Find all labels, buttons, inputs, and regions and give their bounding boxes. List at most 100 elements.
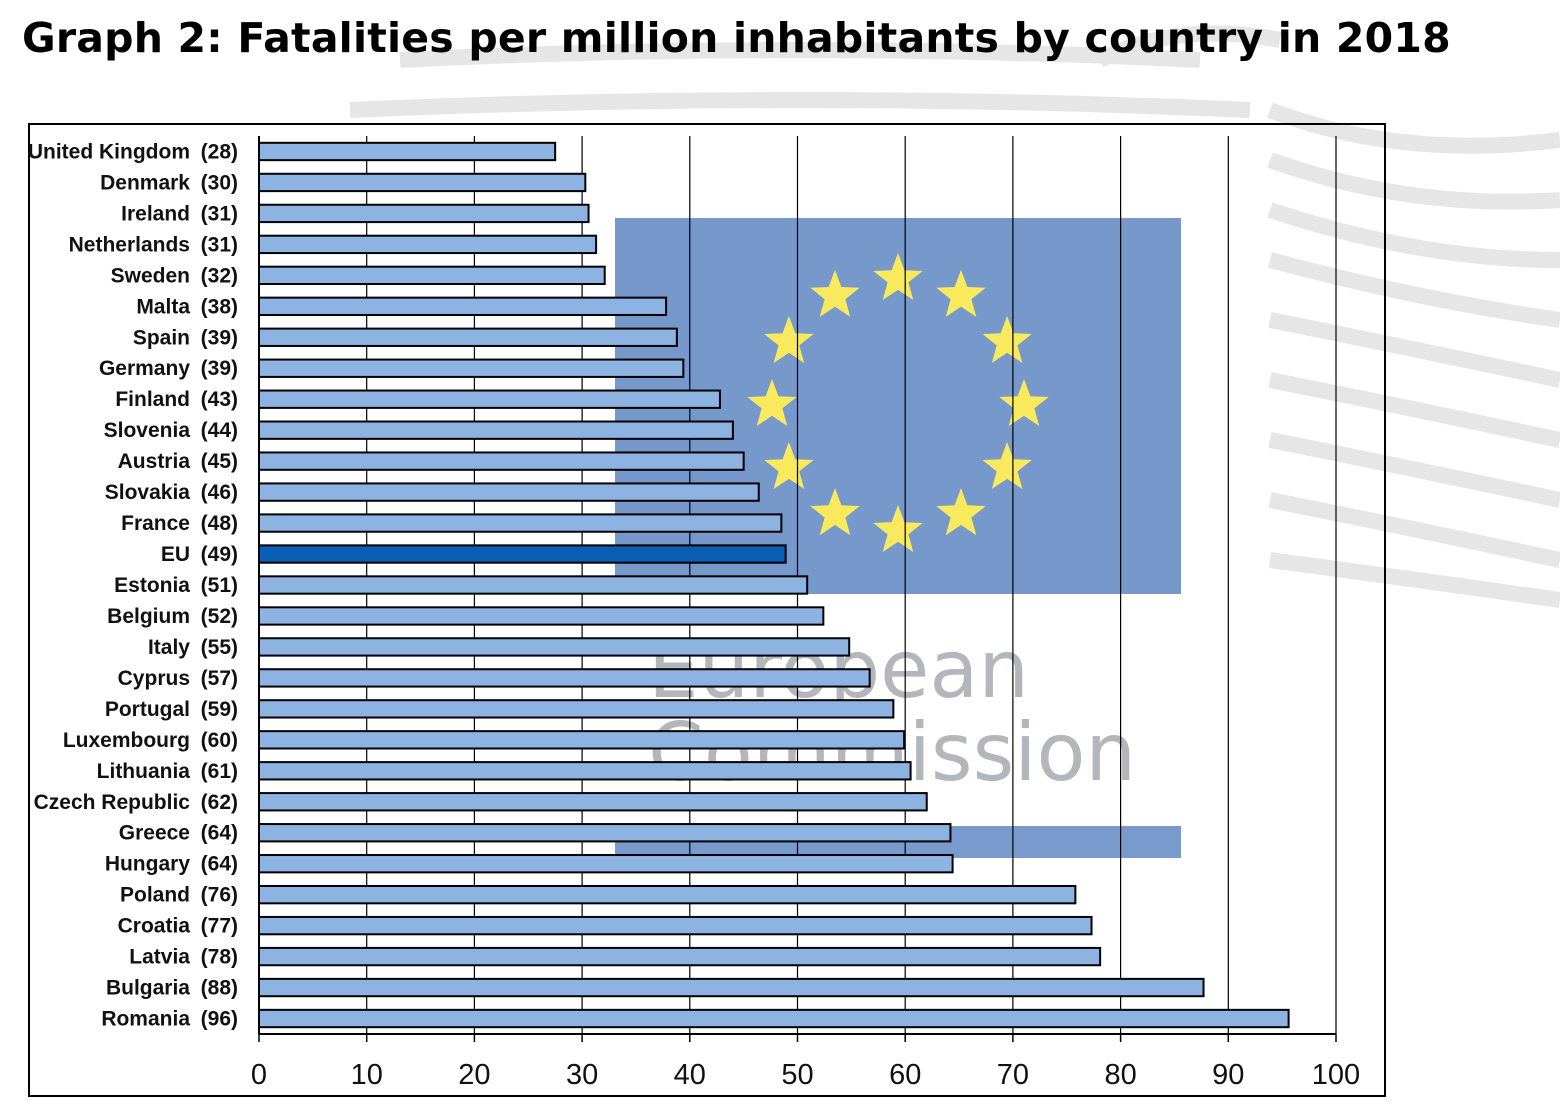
value-label: (76) [201,884,238,907]
bar [258,761,912,781]
value-label: (64) [201,822,238,845]
page-title: Graph 2: Fatalities per million inhabita… [22,14,1451,62]
emblem-text-line2: Commission [648,706,1136,799]
x-tick-label: 20 [458,1059,490,1091]
category-label: Latvia [129,946,190,969]
x-tick-label: 60 [889,1059,921,1091]
value-label: (64) [201,853,238,876]
bar [258,296,668,316]
x-tick-label: 30 [566,1059,598,1091]
category-label: Greece [119,822,190,845]
value-label: (32) [201,264,238,287]
x-tick-label: 40 [674,1059,706,1091]
bar [258,946,1102,967]
bar [258,915,1093,936]
category-label: Poland [120,884,190,907]
x-axis: 0 10 20 30 40 50 60 70 80 90 100 [251,136,1360,1091]
category-label: Hungary [105,853,191,876]
value-label: (62) [201,791,238,814]
emblem-star [873,505,923,552]
bar [258,234,598,255]
bar [258,575,809,595]
value-label: (38) [201,295,238,318]
bar [258,389,721,409]
emblem-star [764,316,814,363]
bar [258,606,825,626]
bar [258,668,871,688]
bar [258,637,851,657]
value-label: (44) [201,419,238,442]
emblem-star [810,269,860,317]
category-label: Slovenia [104,419,191,442]
value-label: (39) [201,326,238,349]
bar [258,699,895,719]
emblem-star [936,269,986,317]
category-label: Finland [115,388,190,411]
category-label: Denmark [100,171,190,194]
value-label: (28) [201,140,238,163]
category-label: United Kingdom [28,140,190,163]
bar [258,451,745,471]
value-label: (77) [201,915,238,938]
chart-frame [28,123,1386,1097]
value-label: (59) [201,698,238,721]
bar [258,1008,1290,1029]
emblem-star [999,379,1049,426]
category-label: Portugal [105,698,190,721]
category-label: Lithuania [97,760,191,783]
value-label: (45) [201,450,238,473]
value-label: (96) [201,1008,238,1031]
value-label: (51) [201,574,238,597]
bar [258,141,557,162]
bar [258,172,587,193]
category-label: Romania [101,1008,190,1031]
value-label: (52) [201,605,238,628]
value-label: (31) [201,233,238,256]
bar [258,420,734,440]
x-tick-label: 0 [251,1059,267,1091]
x-tick-label: 100 [1312,1059,1360,1091]
value-label: (43) [201,388,238,411]
bar-eu-highlight [258,544,787,564]
x-tick-label: 10 [351,1059,383,1091]
category-label: Cyprus [118,667,190,690]
category-label: Germany [99,357,190,380]
value-label: (57) [201,667,238,690]
bar [258,730,906,750]
category-labels: United Kingdom (28) Denmark (30) Ireland (31)… [28,140,238,1030]
value-label: (39) [201,357,238,380]
emblem-star [936,488,986,536]
category-label: Ireland [121,202,190,225]
category-label: France [121,512,190,535]
x-tick-label: 70 [997,1059,1029,1091]
category-label: Belgium [107,605,190,628]
bar [258,854,954,874]
bar [258,513,783,533]
category-label: Austria [118,450,191,473]
bar [258,823,952,843]
value-label: (30) [201,171,238,194]
value-label: (46) [201,481,238,504]
x-tick-label: 90 [1212,1059,1244,1091]
category-label: Spain [133,326,190,349]
emblem-star [764,442,814,489]
category-label: Slovakia [105,481,191,504]
value-label: (48) [201,512,238,535]
bar [258,482,760,502]
bar [258,265,606,286]
bar [258,327,678,347]
value-label: (31) [201,202,238,225]
value-label: (49) [201,543,238,566]
category-label: Bulgaria [106,977,190,1000]
bar [258,792,928,812]
emblem-star [810,488,860,536]
value-label: (55) [201,636,238,659]
emblem-star [873,253,923,300]
emblem-stars [747,253,1049,552]
emblem-star [982,316,1032,363]
x-tick-label: 50 [781,1059,813,1091]
bar [258,977,1205,998]
value-label: (78) [201,946,238,969]
category-label: Croatia [118,915,191,938]
